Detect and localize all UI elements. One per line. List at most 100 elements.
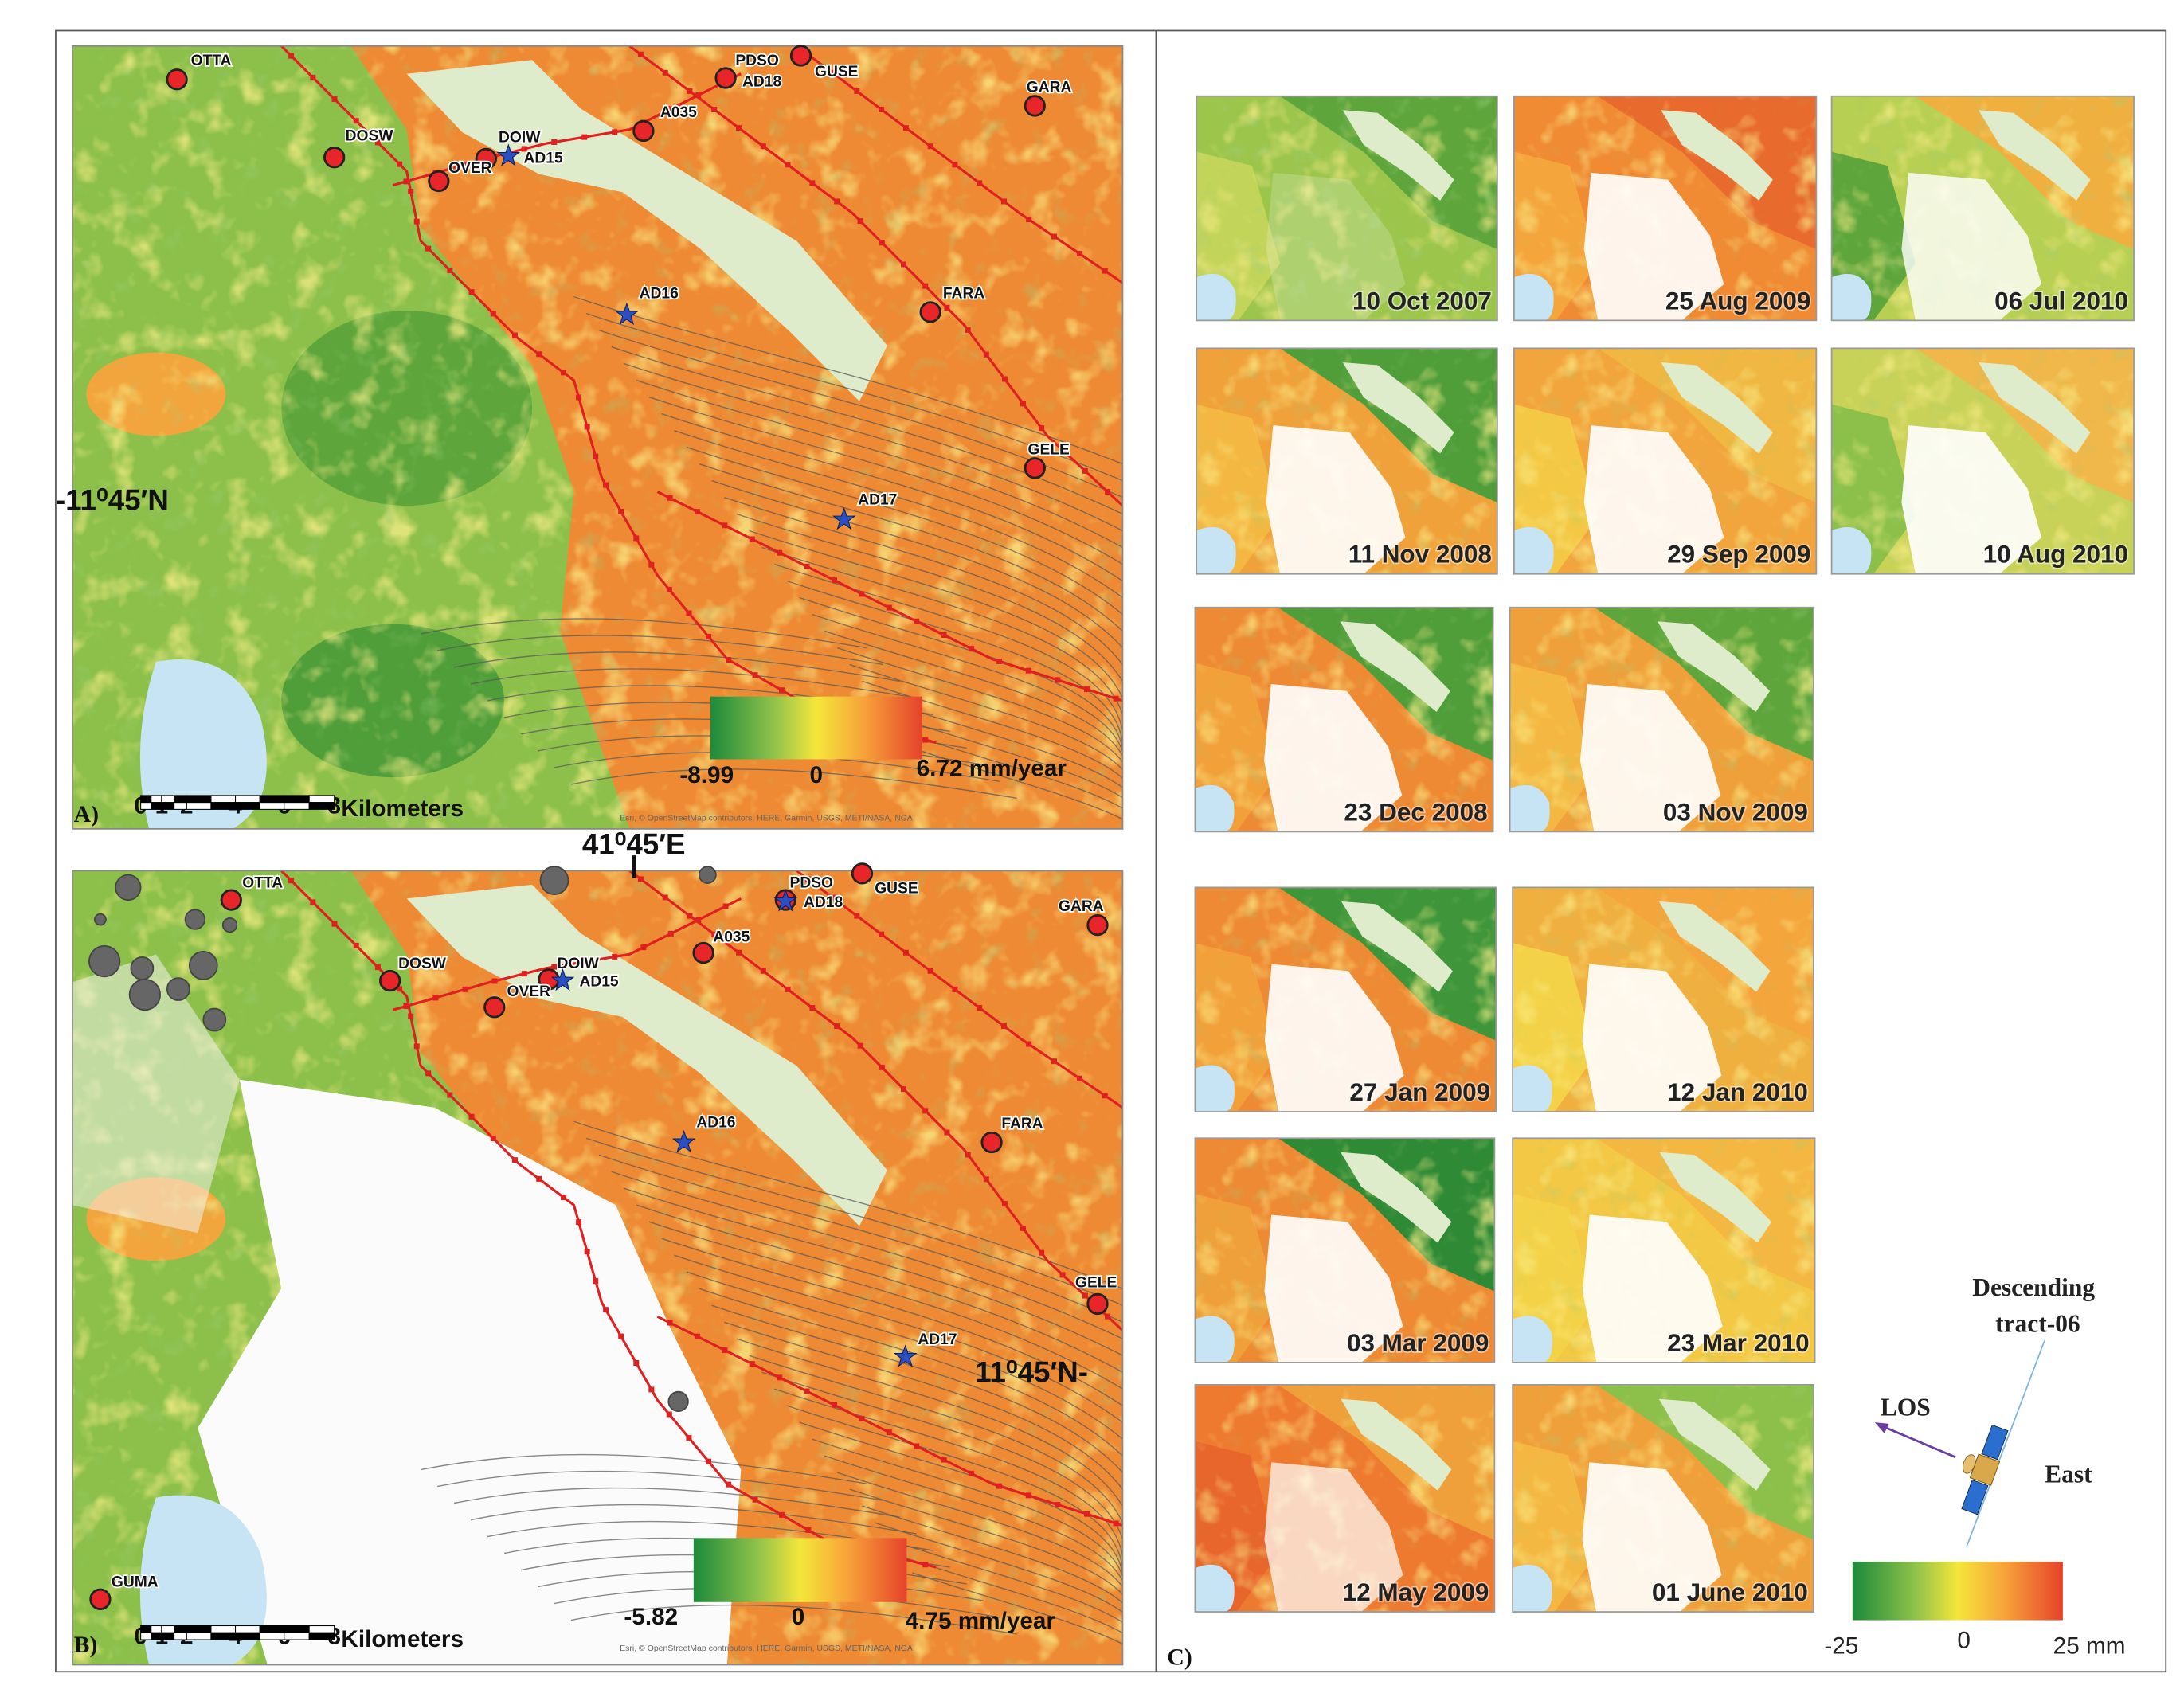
fault-tick (648, 561, 655, 568)
scale-seg (140, 1625, 152, 1633)
thumbnail-date: 25 Aug 2009 (1665, 287, 1810, 315)
fault-tick (687, 913, 693, 919)
scale-seg (186, 795, 212, 804)
station-label: DOIW (499, 129, 541, 146)
fault-tick (662, 894, 668, 901)
fault-line (624, 1187, 1123, 1356)
fault-line (624, 362, 1123, 532)
colorbar-min: -5.82 (624, 1604, 678, 1630)
fault-line (470, 1504, 917, 1535)
fault-tick (857, 218, 863, 225)
map-body (72, 45, 1123, 829)
scale-seg (284, 802, 310, 810)
thumbnail-border (1196, 347, 1498, 575)
fault-tick (1051, 1058, 1058, 1065)
red-fault (796, 870, 1123, 1109)
scale-seg (284, 795, 310, 804)
fault-line (724, 496, 1123, 665)
colorbar-mid: 0 (792, 1604, 805, 1630)
colorbar-mid: 0 (1957, 1628, 1971, 1654)
latitude-label: 11⁰45′N- (975, 1355, 1088, 1388)
fault-line (570, 1604, 1017, 1635)
fault-tick (965, 327, 971, 333)
thumbnail-date: 01 June 2010 (1652, 1578, 1808, 1606)
earthquake (202, 1007, 227, 1032)
panel-label: A) (74, 802, 99, 827)
station-label: OVER (448, 160, 492, 177)
fault-line (836, 1472, 1123, 1640)
fault-line (887, 1539, 1123, 1624)
earthquake (115, 874, 142, 901)
fault-tick (584, 424, 590, 430)
fault-tick (581, 959, 588, 965)
fault-tick (353, 942, 359, 948)
fault-line (470, 668, 917, 699)
scale-seg (151, 795, 162, 804)
fault-line (724, 1321, 1123, 1490)
fault-tick (695, 917, 702, 923)
earthquake (698, 866, 717, 884)
playa (406, 60, 887, 401)
fault-tick (561, 1194, 567, 1200)
fault-tick (447, 267, 453, 273)
fault-tick (1026, 216, 1032, 222)
thumbnail-date: 29 Sep 2009 (1667, 541, 1810, 569)
fault-line (824, 630, 1123, 799)
red-fault (796, 45, 1123, 284)
station-star (671, 1129, 696, 1153)
fault-tick (1083, 1511, 1090, 1517)
fault-tick (922, 1562, 929, 1568)
solar-panel (1961, 1479, 1989, 1515)
fault-tick (1026, 1041, 1032, 1047)
fault-tick (886, 1429, 892, 1436)
station-marker (919, 301, 941, 323)
fault-tick (612, 953, 618, 960)
fault-tick (687, 88, 693, 94)
station-label: OTTA (191, 53, 232, 69)
fault-tick (1083, 686, 1090, 693)
fault-tick (952, 162, 958, 168)
fault-tick (310, 74, 316, 80)
fault-tick (969, 1470, 975, 1476)
attribution: Esri, © OpenStreetMap contributors, HERE… (620, 814, 913, 823)
fault-line (585, 1137, 1123, 1306)
fault-line (648, 1221, 1123, 1390)
fault-line (749, 1355, 1123, 1523)
scale-seg (174, 802, 187, 810)
scale-seg (186, 802, 212, 810)
fault-line (674, 429, 1123, 599)
los-arrow (1882, 1425, 1956, 1459)
longitude-label: 41⁰45′E (582, 827, 686, 860)
fault-tick (834, 198, 840, 205)
fault-tick (927, 968, 933, 974)
fault-tick (941, 632, 947, 638)
scale-seg (259, 1632, 285, 1640)
scale-seg (210, 802, 237, 810)
thumbnail-date: 03 Nov 2009 (1663, 798, 1808, 826)
fault-tick (536, 351, 542, 358)
fault-tick (374, 964, 381, 971)
fault-line (636, 379, 1123, 549)
fault-tick (353, 118, 359, 124)
fault-tick (886, 604, 892, 611)
fault-tick (686, 1435, 692, 1441)
station-label: GELE (1028, 441, 1070, 458)
fault-tick (722, 903, 729, 909)
satellite (1961, 1424, 2009, 1515)
station-star (773, 889, 798, 912)
fault-tick (637, 876, 644, 882)
fault-tick (805, 1527, 812, 1533)
station-star (550, 968, 575, 991)
no-data (72, 954, 240, 1234)
fault-line (899, 730, 1123, 809)
thumbnail-date: 27 Jan 2009 (1349, 1078, 1490, 1106)
map-a (72, 45, 1123, 829)
fault-tick (667, 106, 674, 112)
scale-seg (210, 1625, 237, 1633)
thumbnail-border (1196, 95, 1498, 322)
panel-label: C) (1167, 1645, 1192, 1671)
fault-tick (561, 370, 567, 376)
fault-tick (706, 1458, 712, 1464)
